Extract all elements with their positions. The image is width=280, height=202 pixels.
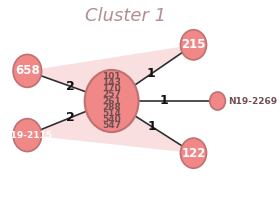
Text: 288: 288 <box>102 103 121 112</box>
Text: 2: 2 <box>66 80 74 93</box>
Circle shape <box>13 119 42 152</box>
Text: 101: 101 <box>102 73 121 81</box>
Text: 547: 547 <box>102 121 121 129</box>
Polygon shape <box>27 101 193 153</box>
Text: N19-2115: N19-2115 <box>3 131 52 140</box>
Circle shape <box>180 138 207 168</box>
Text: 540: 540 <box>102 115 121 124</box>
Polygon shape <box>27 45 193 101</box>
Text: 1: 1 <box>147 67 156 80</box>
Text: 261: 261 <box>102 97 121 105</box>
Text: N19-2269: N19-2269 <box>228 97 277 105</box>
Text: Cluster 1: Cluster 1 <box>85 7 167 25</box>
Circle shape <box>13 55 42 87</box>
Text: 170: 170 <box>102 84 121 94</box>
Text: 658: 658 <box>15 64 40 77</box>
Text: 122: 122 <box>181 147 206 160</box>
Circle shape <box>85 70 139 132</box>
Circle shape <box>180 30 207 60</box>
Text: 143: 143 <box>102 78 121 87</box>
Text: 2: 2 <box>66 111 75 124</box>
Text: 1: 1 <box>159 95 168 107</box>
Text: 514: 514 <box>102 108 121 118</box>
Circle shape <box>210 92 225 110</box>
Text: 1: 1 <box>147 120 156 133</box>
Text: 215: 215 <box>181 38 206 51</box>
Text: 257: 257 <box>102 90 121 99</box>
